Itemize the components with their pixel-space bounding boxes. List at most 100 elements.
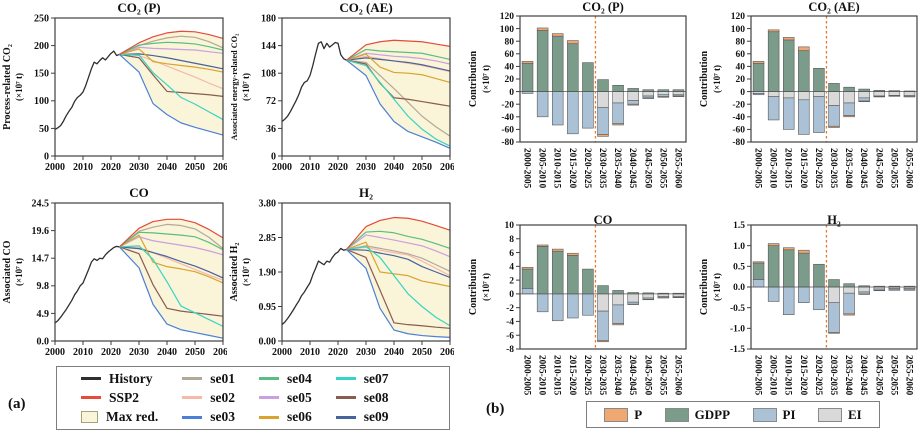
svg-text:80: 80 [736,37,746,47]
legend-label: P [634,406,643,422]
legend-label: se05 [287,389,312,405]
svg-text:0: 0 [509,290,514,300]
bar-seg-GDPP [813,67,825,92]
scenario-line-se07 [119,53,224,121]
bar-seg-P [612,123,624,126]
category-label: 2000-2005 [522,148,532,189]
svg-text:-6: -6 [506,331,514,341]
bar-seg-PI [521,288,534,295]
scenario-line-se07 [346,245,451,327]
bar-seg-GDPP [521,62,534,92]
svg-text:2010: 2010 [73,347,93,358]
bar-seg-EI [903,91,916,96]
panel-a-legend: History SSP2 Max red. se01 se02 se03 se04 se05 s… [56,366,450,430]
bar-seg-PI [536,293,549,313]
y-axis-units: (×10⁷ t) [712,273,722,301]
legend-item-history: History [81,370,158,388]
scenario-line-se01 [346,59,451,137]
bar-seg-P [657,96,670,98]
bar-seg-EI [813,91,825,97]
svg-text:2050: 2050 [412,162,432,173]
legend-a-column-4: se07 se08 se09 [335,369,389,427]
svg-text:0.0: 0.0 [37,336,50,347]
svg-text:2060: 2060 [440,162,454,173]
svg-text:-40: -40 [501,113,514,123]
y-axis-units: (×10⁷ t) [14,73,24,101]
bar-seg-PI [843,102,855,116]
bar-seg-P [798,46,810,51]
svg-text:0: 0 [44,151,49,162]
bar-seg-P [843,313,855,316]
bar-seg-EI [828,286,840,304]
line-swatch-se03 [182,415,203,419]
y-axis-label: Process-related CO₂ [2,44,13,130]
svg-text:19.6: 19.6 [32,226,50,237]
legend-label: SSP2 [109,389,140,405]
bar-seg-PI [767,96,780,121]
bar-seg-GDPP [828,279,840,288]
bar-seg-EI [597,91,609,108]
bar-seg-P [536,244,549,247]
rect-swatch-EI [817,407,842,422]
svg-co: 0.0 4.9 9.8 14.7 19.6 24.5 2000 2010 2020 2030 204… [2,185,233,358]
legend-item-se09: se09 [335,408,389,426]
bar-seg-PI [752,279,765,288]
svg-text:200: 200 [34,41,49,52]
y-axis-units: (×10⁷ t) [481,65,491,93]
bar-seg-PI [597,107,609,135]
svg-text:0.00: 0.00 [259,336,277,347]
line-swatch-se01 [182,377,203,381]
category-label: 2020-2025 [582,148,592,189]
bar-seg-GDPP [752,262,765,280]
bar-seg-PI [782,286,795,315]
bar-seg-GDPP [752,62,765,92]
svg-text:0.0: 0.0 [733,283,745,293]
category-label: 2015-2020 [567,355,577,396]
svg-text:-80: -80 [732,138,745,148]
bar-seg-GDPP [597,79,609,92]
bar-seg-PI [798,286,810,304]
bar-seg-PI [627,100,639,105]
history-line [281,41,347,123]
bar-seg-EI [888,91,901,96]
bar-seg-P [672,95,685,97]
bar-seg-PI [612,304,624,324]
line-chart-co2-ae: 0 36 72 108 144 180 2000 2010 2020 2030 2040 2050 20… [228,0,460,187]
bar-seg-EI [642,91,655,97]
y-axis-label: Associated H₂ [229,243,240,302]
chart-title: CO₂ (P) [117,0,160,15]
svg-text:0: 0 [740,88,745,98]
category-label: 2055-2060 [672,355,682,396]
svg-text:-8: -8 [506,345,514,355]
scenario-line-SSP2 [345,216,451,250]
bar-seg-EI [798,91,810,101]
svg-text:3.80: 3.80 [259,198,277,209]
legend-item-se01: se01 [182,370,235,388]
bar-seg-PI [567,293,579,319]
svg-text:2050: 2050 [412,347,432,358]
bar-seg-P [627,103,639,106]
panel-b-legend: P GDPP PI EI [586,401,880,428]
line-chart-h2: 0.00 0.95 1.90 2.85 3.80 2000 2010 2020 2030 2040… [228,185,460,372]
bar-seg-GDPP [828,83,840,92]
svg-text:20: 20 [736,75,746,85]
bar-seg-P [828,332,840,334]
bar-seg-P [642,97,655,99]
bar-seg-PI [813,286,825,311]
scenario-line-se09 [119,53,224,70]
svg-text:2000: 2000 [272,162,292,173]
legend-label: se01 [210,370,235,386]
bar-seg-PI [536,91,549,118]
scenario-line-se06 [119,234,224,284]
panel-b-label: (b) [486,401,505,417]
scenario-line-se05 [119,46,224,55]
svg-text:60: 60 [505,50,515,60]
svg-text:2020: 2020 [328,162,348,173]
scenario-line-se09 [346,57,451,72]
category-label: 2030-2035 [597,355,607,396]
bar-seg-EI [843,91,855,104]
scenario-line-SSP2 [118,218,224,248]
category-label: 2015-2020 [798,355,808,396]
bar-seg-PI [551,91,564,126]
category-label: 2050-2055 [888,148,898,189]
